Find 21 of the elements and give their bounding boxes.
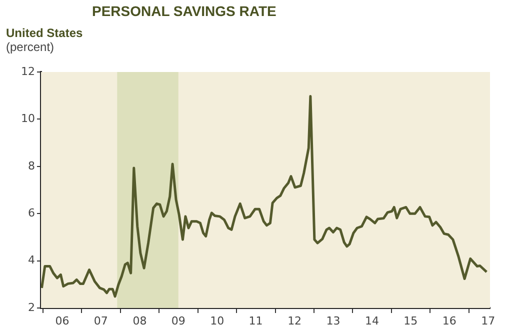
- x-tick-label: 15: [404, 314, 418, 328]
- chart-subtitle: United States: [6, 26, 83, 40]
- x-tick-label: 09: [171, 314, 186, 328]
- chart-title: PERSONAL SAVINGS RATE: [92, 3, 276, 19]
- y-tick-label: 6: [28, 206, 35, 220]
- y-tick-label: 4: [28, 254, 35, 267]
- y-tick-label: 12: [21, 64, 35, 78]
- x-tick-label: 13: [326, 314, 340, 328]
- y-axis-title: (percent): [6, 40, 54, 54]
- y-tick-label: 8: [28, 159, 35, 172]
- x-tick-label: 07: [94, 314, 108, 328]
- x-tick-label: 10: [210, 314, 224, 328]
- x-tick-label: 16: [442, 314, 456, 328]
- y-tick-label: 10: [21, 112, 35, 126]
- x-tick-label: 08: [132, 314, 147, 328]
- y-tick-label: 2: [28, 300, 35, 314]
- x-tick-label: 17: [481, 314, 496, 328]
- x-tick-label: 11: [248, 314, 263, 328]
- x-tick-label: 06: [55, 314, 70, 328]
- x-tick-label: 14: [364, 314, 379, 328]
- x-tick-label: 12: [288, 314, 302, 328]
